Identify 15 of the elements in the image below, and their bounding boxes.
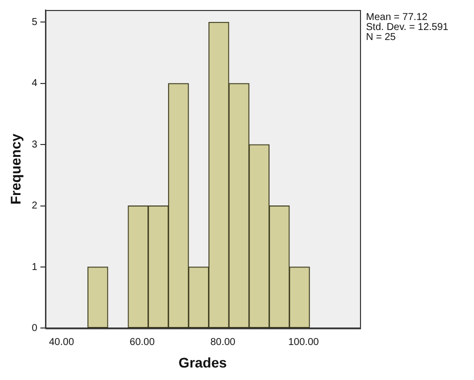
y-tick-label: 2 <box>32 200 38 212</box>
text: N = 25 <box>366 32 396 43</box>
y-tick-label: 5 <box>32 16 38 28</box>
text: Mean = 77.12 <box>366 12 428 23</box>
x-tick-label: 60.00 <box>130 336 156 348</box>
y-tick-label: 0 <box>32 322 38 334</box>
y-tick-label: 1 <box>32 262 38 273</box>
y-tick-label: 4 <box>32 78 38 90</box>
x-tick-label: 100.00 <box>288 336 320 348</box>
x-axis-title: Grades <box>178 354 228 370</box>
x-tick-label: 80.00 <box>210 336 236 348</box>
y-tick-label: 3 <box>32 139 38 150</box>
y-axis-title: Frequency <box>7 133 24 205</box>
x-tick-label: 40.00 <box>48 336 74 348</box>
text: Std. Dev. = 12.591 <box>366 22 449 33</box>
